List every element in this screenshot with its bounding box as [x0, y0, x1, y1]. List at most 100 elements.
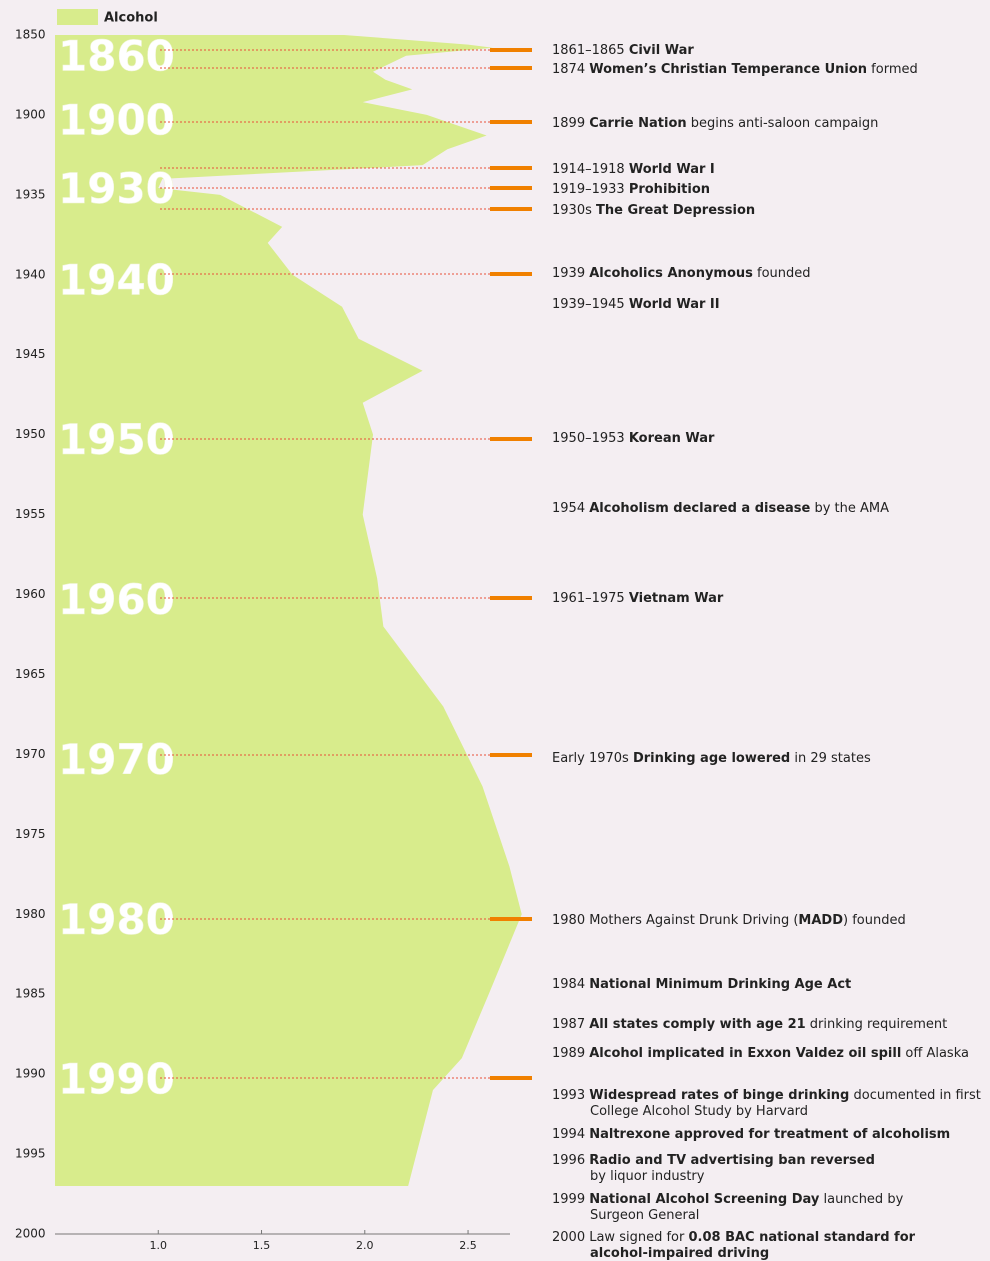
event-text: 1861–1865 Civil War	[552, 43, 694, 58]
event-text: 1996 Radio and TV advertising ban revers…	[552, 1153, 875, 1168]
event-part: National Alcohol Screening Day	[589, 1192, 820, 1207]
event-part: 1914–1918	[552, 162, 629, 177]
y-tick-label: 1960	[15, 587, 46, 601]
event-text: 1954 Alcoholism declared a disease by th…	[552, 501, 889, 516]
event-part: World War I	[629, 162, 715, 177]
event-part: 1939–1945	[552, 297, 629, 312]
event-text: 1930s The Great Depression	[552, 203, 755, 218]
event-text: alcohol-impaired driving	[590, 1246, 769, 1261]
event-marker	[490, 272, 532, 276]
event-text: 1994 Naltrexone approved for treatment o…	[552, 1127, 950, 1142]
event-part: 1980 Mothers Against Drunk Driving (	[552, 913, 798, 928]
y-tick-label: 1965	[15, 667, 46, 681]
event-text: 1939–1945 World War II	[552, 297, 720, 312]
event-text: 1939 Alcoholics Anonymous founded	[552, 266, 811, 281]
event-part: 1993	[552, 1088, 589, 1103]
event-text: 1899 Carrie Nation begins anti-saloon ca…	[552, 116, 878, 131]
event-part: World War II	[629, 297, 720, 312]
event-part: 1861–1865	[552, 43, 629, 58]
event-part: Alcoholism declared a disease	[589, 501, 810, 516]
event-marker	[490, 66, 532, 70]
event-part: 1999	[552, 1192, 589, 1207]
event-part: 1950–1953	[552, 431, 629, 446]
event-part: 1939	[552, 266, 589, 281]
event-part: College Alcohol Study by Harvard	[590, 1104, 808, 1119]
event-marker	[490, 48, 532, 52]
event-marker	[490, 437, 532, 441]
event-part: 1994	[552, 1127, 589, 1142]
area	[55, 35, 522, 1187]
event-part: All states comply with age 21	[589, 1017, 805, 1032]
event-part: Alcohol implicated in Exxon Valdez oil s…	[589, 1046, 901, 1061]
decade-label: 1960	[58, 575, 175, 624]
event-part: 0.08 BAC national standard for	[688, 1230, 915, 1245]
event-marker	[490, 917, 532, 921]
legend-swatch	[57, 9, 98, 25]
event-part: in 29 states	[790, 751, 871, 766]
event-marker	[490, 120, 532, 124]
event-part: founded	[753, 266, 811, 281]
event-text: by liquor industry	[590, 1169, 705, 1184]
event-part: begins anti-saloon campaign	[687, 116, 879, 131]
event-part: drinking requirement	[806, 1017, 948, 1032]
event-part: Civil War	[629, 43, 695, 58]
event-text: 1874 Women’s Christian Temperance Union …	[552, 62, 918, 77]
event-part: Drinking age lowered	[633, 751, 790, 766]
event-part: Early 1970s	[552, 751, 633, 766]
y-tick-label: 1900	[15, 107, 46, 121]
y-tick-label: 2000	[15, 1227, 46, 1241]
y-tick-label: 1945	[15, 347, 46, 361]
decade-label: 1970	[58, 735, 175, 784]
event-part: 1984	[552, 977, 589, 992]
event-text: Surgeon General	[590, 1208, 699, 1223]
event-part: launched by	[819, 1192, 903, 1207]
y-tick-label: 1995	[15, 1147, 46, 1161]
y-tick-label: 1935	[15, 187, 46, 201]
event-part: 1930s	[552, 203, 596, 218]
event-part: Alcoholics Anonymous	[589, 266, 753, 281]
event-part: Vietnam War	[629, 591, 724, 606]
event-part: formed	[867, 62, 918, 77]
event-part: 1874	[552, 62, 589, 77]
legend-label: Alcohol	[104, 11, 158, 26]
event-text: 1914–1918 World War I	[552, 162, 715, 177]
event-part: Prohibition	[629, 182, 710, 197]
event-text: 1961–1975 Vietnam War	[552, 591, 724, 606]
event-part: 1987	[552, 1017, 589, 1032]
event-part: Korean War	[629, 431, 715, 446]
event-part: 1954	[552, 501, 589, 516]
event-part: alcohol-impaired driving	[590, 1246, 769, 1261]
event-text: College Alcohol Study by Harvard	[590, 1104, 808, 1119]
event-part: 1899	[552, 116, 589, 131]
decade-label: 1860	[58, 31, 175, 80]
decade-label: 1980	[58, 895, 175, 944]
x-tick-label: 1.0	[150, 1239, 168, 1252]
event-part: 1961–1975	[552, 591, 629, 606]
event-part: Carrie Nation	[589, 116, 686, 131]
event-part: documented in first	[849, 1088, 981, 1103]
event-text: 2000 Law signed for 0.08 BAC national st…	[552, 1230, 916, 1245]
event-part: The Great Depression	[596, 203, 755, 218]
y-tick-label: 1980	[15, 907, 46, 921]
x-tick-label: 2.5	[459, 1239, 477, 1252]
y-tick-label: 1850	[15, 28, 46, 42]
event-part: off Alaska	[901, 1046, 969, 1061]
event-part: by liquor industry	[590, 1169, 705, 1184]
event-marker	[490, 1076, 532, 1080]
event-text: 1984 National Minimum Drinking Age Act	[552, 977, 851, 992]
decade-label: 1940	[58, 255, 175, 304]
decade-label: 1990	[58, 1055, 175, 1104]
event-part: ) founded	[843, 913, 906, 928]
event-text: 1999 National Alcohol Screening Day laun…	[552, 1192, 904, 1207]
event-part: 1989	[552, 1046, 589, 1061]
event-part: Women’s Christian Temperance Union	[589, 62, 867, 77]
y-tick-label: 1950	[15, 427, 46, 441]
event-text: 1987 All states comply with age 21 drink…	[552, 1017, 947, 1032]
y-tick-label: 1975	[15, 827, 46, 841]
event-part: by the AMA	[810, 501, 889, 516]
event-part: Radio and TV advertising ban reversed	[589, 1153, 875, 1168]
y-tick-label: 1970	[15, 747, 46, 761]
event-marker	[490, 596, 532, 600]
event-text: 1993 Widespread rates of binge drinking …	[552, 1088, 981, 1103]
